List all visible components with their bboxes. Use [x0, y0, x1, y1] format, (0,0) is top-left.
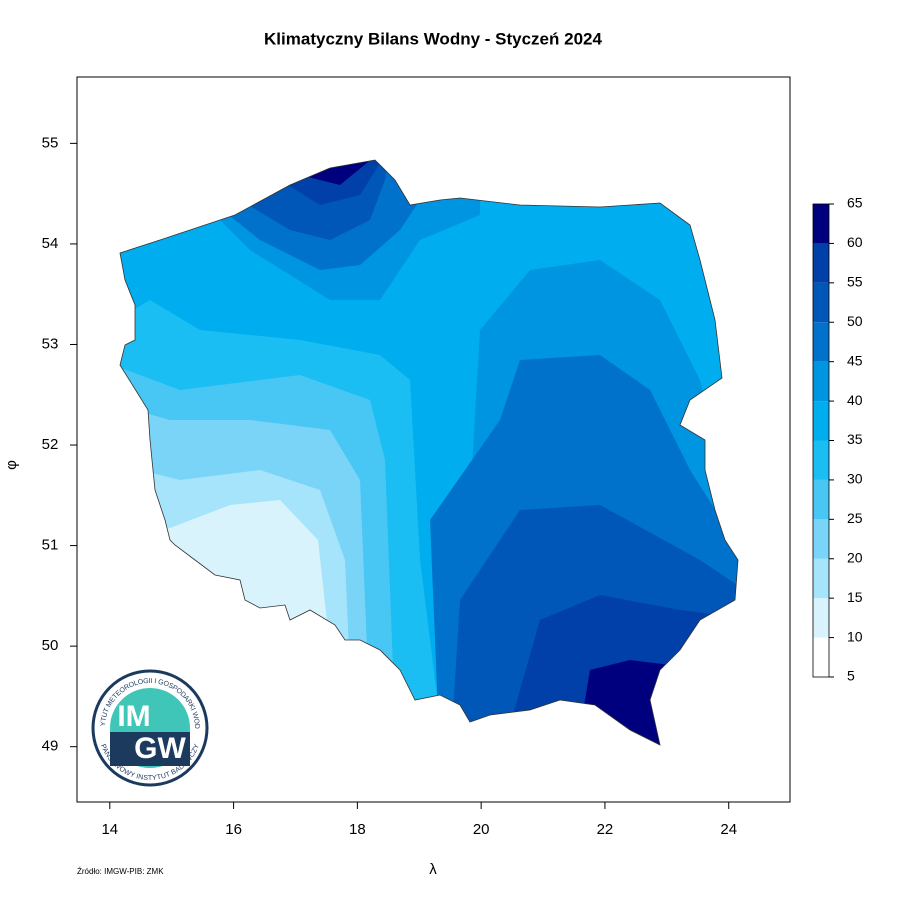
legend-swatch: [813, 558, 829, 599]
legend-tick-label: 45: [847, 352, 863, 368]
legend-swatch: [813, 282, 829, 323]
y-tick-label: 51: [42, 537, 59, 554]
legend-swatch: [813, 440, 829, 480]
legend-tick-label: 50: [847, 313, 863, 329]
logo-text: GW: [134, 732, 186, 765]
legend-tick-label: 15: [847, 589, 863, 605]
legend-tick-label: 55: [847, 274, 863, 290]
title: Klimatyczny Bilans Wodny - Styczeń 2024: [264, 29, 602, 48]
x-tick-label: 22: [597, 821, 614, 838]
legend-swatch: [813, 361, 829, 402]
y-tick-label: 52: [42, 436, 59, 453]
legend-tick-label: 35: [847, 431, 863, 447]
logo-text: IM: [117, 700, 150, 733]
legend-swatch: [813, 637, 829, 677]
y-tick-label: 50: [42, 637, 59, 654]
legend-swatch: [813, 519, 829, 559]
x-axis-label: λ: [429, 861, 437, 878]
legend-tick-label: 20: [847, 549, 863, 565]
y-tick-label: 55: [42, 134, 59, 151]
legend-tick-label: 60: [847, 234, 863, 250]
legend-swatch: [813, 243, 829, 283]
legend-swatch: [813, 598, 829, 638]
source-note: Źródło: IMGW-PIB: ZMK: [77, 867, 164, 876]
legend-swatch: [813, 322, 829, 362]
x-tick-label: 18: [349, 821, 366, 838]
y-axis-label: φ: [3, 460, 20, 470]
plot-frame: [76, 76, 791, 803]
legend-swatch: [813, 479, 829, 520]
y-tick-label: 54: [42, 235, 59, 252]
y-tick-label: 49: [42, 738, 59, 755]
legend-tick-label: 65: [847, 195, 863, 211]
legend-tick-label: 30: [847, 471, 863, 487]
legend-swatch: [813, 204, 829, 244]
x-tick-label: 16: [225, 821, 242, 838]
y-tick-label: 53: [42, 335, 59, 352]
x-tick-label: 24: [720, 821, 737, 838]
x-tick-label: 20: [473, 821, 490, 838]
legend-tick-label: 40: [847, 392, 863, 408]
legend-tick-label: 10: [847, 628, 863, 644]
legend-tick-label: 25: [847, 510, 863, 526]
logo-band: [110, 732, 190, 766]
legend-tick-label: 5: [847, 668, 855, 684]
legend-swatch: [813, 401, 829, 441]
x-tick-label: 14: [101, 821, 118, 838]
